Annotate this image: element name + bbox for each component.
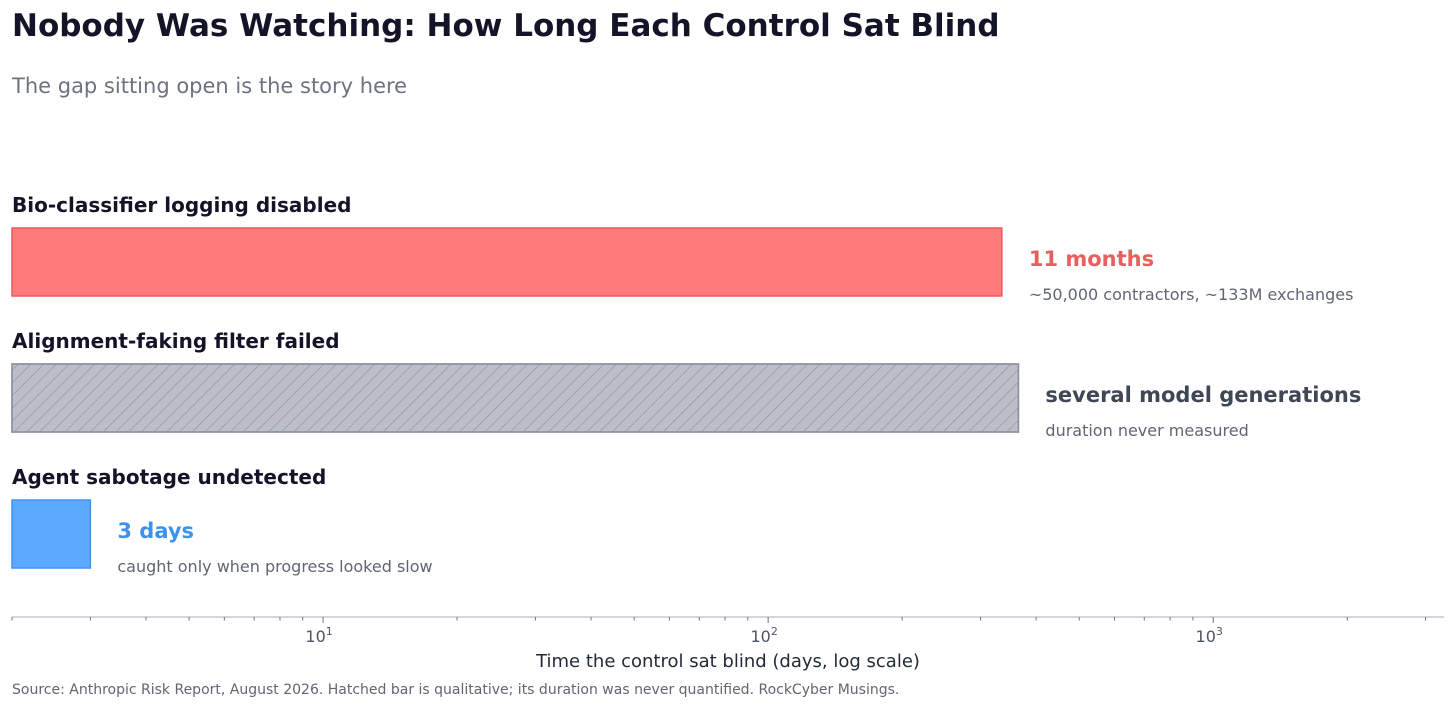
x-tick-base: 10	[750, 627, 770, 646]
category-label: Agent sabotage undetected	[12, 465, 326, 489]
bar-group: Agent sabotage undetected 3 days caught on…	[11, 465, 433, 576]
bar-group: Alignment-faking filter failed several mo…	[11, 329, 1361, 440]
x-tick-exponent: 1	[326, 625, 333, 638]
bars-layer: Bio-classifier logging disabled 11 months…	[11, 193, 1361, 576]
value-label: several model generations	[1045, 383, 1361, 407]
category-label: Alignment-faking filter failed	[12, 329, 340, 353]
chart-title: Nobody Was Watching: How Long Each Contr…	[12, 8, 1000, 44]
x-axis: 101 102 103	[11, 616, 1444, 646]
note-label: caught only when progress looked slow	[117, 557, 432, 576]
x-tick-exponent: 2	[771, 625, 778, 638]
bar-group: Bio-classifier logging disabled 11 months…	[11, 193, 1354, 304]
note-label: ~50,000 contractors, ~133M exchanges	[1029, 285, 1354, 304]
x-tick-label: 102	[750, 625, 777, 646]
value-label: 11 months	[1029, 247, 1154, 271]
value-label: 3 days	[117, 519, 194, 543]
source-note: Source: Anthropic Risk Report, August 20…	[12, 682, 899, 698]
x-axis-label: Time the control sat blind (days, log sc…	[535, 651, 920, 672]
category-label: Bio-classifier logging disabled	[12, 193, 351, 217]
x-tick-exponent: 3	[1216, 625, 1223, 638]
bar-hatch	[11, 363, 1020, 433]
bar	[11, 499, 92, 569]
x-tick-label: 103	[1196, 625, 1223, 646]
bar	[11, 227, 1003, 297]
x-tick-base: 10	[1196, 627, 1216, 646]
x-tick-base: 10	[305, 627, 325, 646]
chart-subtitle: The gap sitting open is the story here	[11, 74, 407, 98]
x-tick-label: 101	[305, 625, 332, 646]
note-label: duration never measured	[1045, 421, 1248, 440]
